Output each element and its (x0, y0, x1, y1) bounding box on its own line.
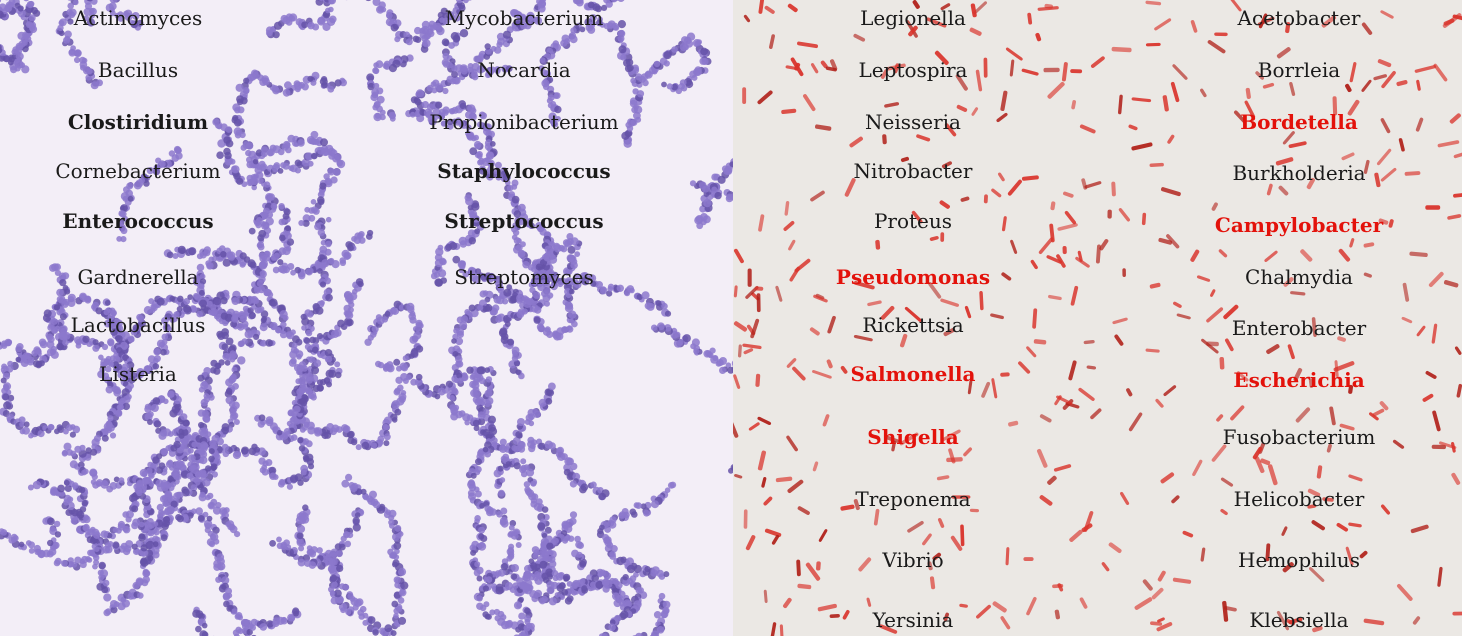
genus-label-hemophilus: Hemophilus (1238, 548, 1360, 572)
genus-label-bacillus: Bacillus (97, 58, 179, 82)
gram-negative-column-1: Legionella Leptospira Neisseria Nitrobacter… (733, 0, 1462, 636)
gram-negative-column-2: Acetobacter Borrleia Bordetella Burkholderi… (733, 0, 1462, 636)
genus-label-klebsiella: Klebsiella (1249, 608, 1349, 632)
red-rods-micrograph (733, 0, 1462, 636)
genus-label-enterobacter: Enterobacter (1231, 316, 1367, 340)
genus-label-neisseria: Neisseria (865, 110, 961, 134)
gram-positive-column-2: Mycobacterium Nocardia Propionibacterium St… (429, 6, 619, 289)
genus-label-campylobacter: Campylobacter (1214, 213, 1384, 237)
genus-label-streptococcus: Streptococcus (444, 209, 604, 233)
genus-label-vibrio: Vibrio (882, 548, 944, 572)
genus-label-enterococcus: Enterococcus (62, 209, 214, 233)
genus-label-yersinia: Yersinia (872, 608, 954, 632)
genus-label-acetobacter: Acetobacter (1237, 6, 1361, 30)
purple-cocci-micrograph (0, 0, 733, 636)
genus-label-listeria: Listeria (99, 362, 177, 386)
genus-label-borrleia: Borrleia (1257, 58, 1341, 82)
genus-label-propionibacterium: Propionibacterium (429, 110, 619, 134)
genus-label-fusobacterium: Fusobacterium (1222, 425, 1376, 449)
genus-label-chalmydia: Chalmydia (1245, 265, 1353, 289)
rod-cells (733, 0, 1462, 636)
genus-label-pseudomonas: Pseudomonas (835, 265, 991, 289)
genus-label-shigella: Shigella (867, 425, 959, 449)
genus-label-treponema: Treponema (855, 487, 971, 511)
genus-label-burkholderia: Burkholderia (1232, 161, 1366, 185)
genus-label-gardnerella: Gardnerella (77, 265, 199, 289)
genus-label-proteus: Proteus (873, 209, 953, 233)
genus-label-lactobacillus: Lactobacillus (70, 313, 206, 337)
genus-label-mycobacterium: Mycobacterium (444, 6, 604, 30)
genus-label-staphylococcus: Staphylococcus (437, 159, 611, 183)
genus-label-cornebacterium: Cornebacterium (55, 159, 221, 183)
micrograph-background (733, 0, 1462, 636)
genus-label-leptospira: Leptospira (858, 58, 968, 82)
genus-label-actinomyces: Actinomyces (73, 6, 203, 30)
genus-label-nitrobacter: Nitrobacter (853, 159, 973, 183)
genus-label-legionella: Legionella (860, 6, 966, 30)
genus-label-clostiridium: Clostiridium (67, 110, 209, 134)
genus-label-bordetella: Bordetella (1240, 110, 1358, 134)
genus-label-helicobacter: Helicobacter (1233, 487, 1365, 511)
gram-negative-micrograph-panel: Legionella Leptospira Neisseria Nitrobacter… (733, 0, 1462, 636)
genus-label-rickettsia: Rickettsia (862, 313, 964, 337)
cocci-clusters (0, 0, 733, 636)
genus-label-streptomyces: Streptomyces (454, 265, 594, 289)
genus-label-salmonella: Salmonella (850, 362, 976, 386)
gram-positive-column-1: Actinomyces Bacillus Clostiridium Cornebact… (55, 6, 221, 386)
gram-positive-micrograph-panel: Actinomyces Bacillus Clostiridium Cornebact… (0, 0, 733, 636)
genus-label-escherichia: Escherichia (1233, 368, 1365, 392)
genus-label-nocardia: Nocardia (477, 58, 571, 82)
